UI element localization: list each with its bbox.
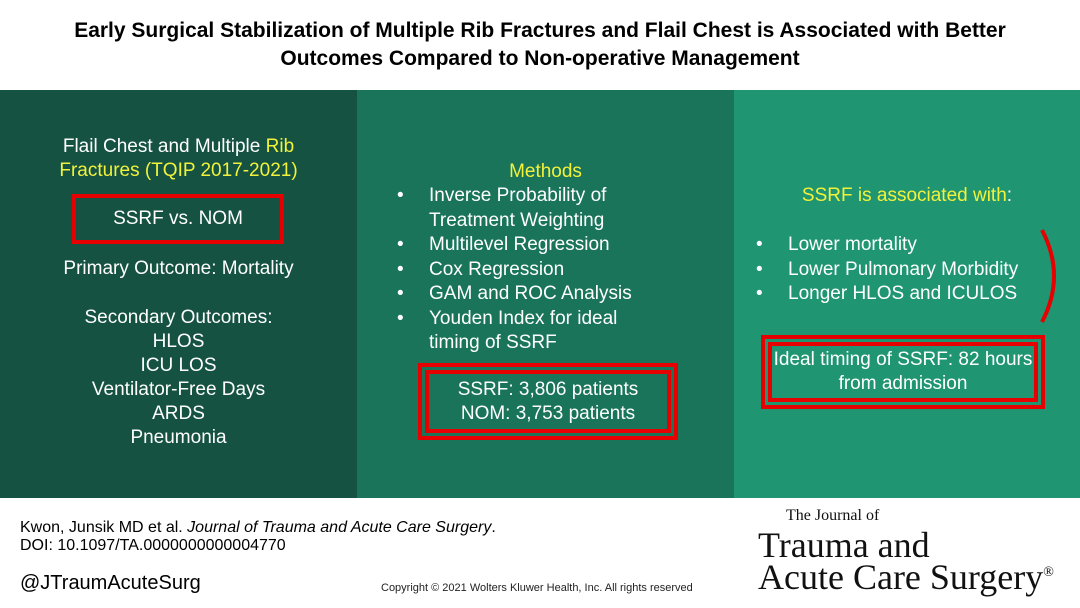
results-panel: SSRF is associated with: • Lower mortalit… xyxy=(734,90,1080,498)
population-heading: Flail Chest and Multiple Rib Fractures (… xyxy=(59,136,298,181)
ssrf-patient-count: SSRF: 3,806 patients xyxy=(457,378,639,400)
primary-outcome: Primary Outcome: Mortality xyxy=(63,258,294,279)
title-line-2: Outcomes Compared to Non-operative Manag… xyxy=(280,47,800,70)
citation: Kwon, Junsik MD et al. Journal of Trauma… xyxy=(20,519,496,555)
methods-item: • Inverse Probability of Treatment Weighti… xyxy=(397,185,607,231)
slide-title: Early Surgical Stabilization of Multiple… xyxy=(0,0,1080,90)
doi: DOI: 10.1097/TA.0000000000004770 xyxy=(20,537,286,554)
comparison-text: SSRF vs. NOM xyxy=(113,208,243,229)
methods-list: • Inverse Probability of Treatment Weighti… xyxy=(397,184,727,356)
methods-item: • Youden Index for ideal timing of SSRF xyxy=(397,307,618,354)
secondary-outcomes: Secondary Outcomes: HLOS ICU LOS Ventila… xyxy=(0,306,357,450)
bracket-icon xyxy=(1040,229,1056,323)
secondary-outcome-item: HLOS xyxy=(152,331,205,352)
nom-patient-count: NOM: 3,753 patients xyxy=(460,402,636,424)
methods-item: • Cox Regression xyxy=(397,258,565,280)
comparison-box: SSRF vs. NOM xyxy=(72,194,284,244)
association-item: • Lower Pulmonary Morbidity xyxy=(756,258,1019,280)
patient-count-box: SSRF: 3,806 patients NOM: 3,753 patients xyxy=(418,363,678,440)
twitter-handle: @JTraumAcuteSurg xyxy=(20,572,201,594)
title-line-1: Early Surgical Stabilization of Multiple… xyxy=(74,19,1006,42)
secondary-outcome-item: Pneumonia xyxy=(130,427,227,448)
association-item: • Lower mortality xyxy=(756,234,917,255)
copyright-notice: Copyright © 2021 Wolters Kluwer Health, … xyxy=(381,582,693,594)
methods-heading: Methods xyxy=(509,161,582,182)
association-item: • Longer HLOS and ICULOS xyxy=(756,283,1018,304)
citation-line: Kwon, Junsik MD et al. Journal of Trauma… xyxy=(20,519,496,536)
secondary-outcomes-heading: Secondary Outcomes: xyxy=(84,307,273,328)
results-heading: SSRF is associated with: xyxy=(801,185,1013,206)
methods-item: • Multilevel Regression xyxy=(397,234,610,255)
population-panel: Flail Chest and Multiple Rib Fractures (… xyxy=(0,90,357,498)
ideal-timing-line-1: Ideal timing of SSRF: 82 hours xyxy=(773,349,1033,370)
methods-panel: Methods • Inverse Probability of Treatment… xyxy=(357,90,734,498)
secondary-outcome-item: ARDS xyxy=(152,403,205,424)
associations-list: • Lower mortality • Lower Pulmonary Morbid… xyxy=(756,233,1076,307)
ideal-timing-box: Ideal timing of SSRF: 82 hours from admi… xyxy=(761,335,1045,409)
ideal-timing-line-2: from admission xyxy=(838,373,968,394)
secondary-outcome-item: ICU LOS xyxy=(140,355,217,376)
secondary-outcome-item: Ventilator-Free Days xyxy=(91,379,266,400)
methods-item: • GAM and ROC Analysis xyxy=(397,283,632,304)
